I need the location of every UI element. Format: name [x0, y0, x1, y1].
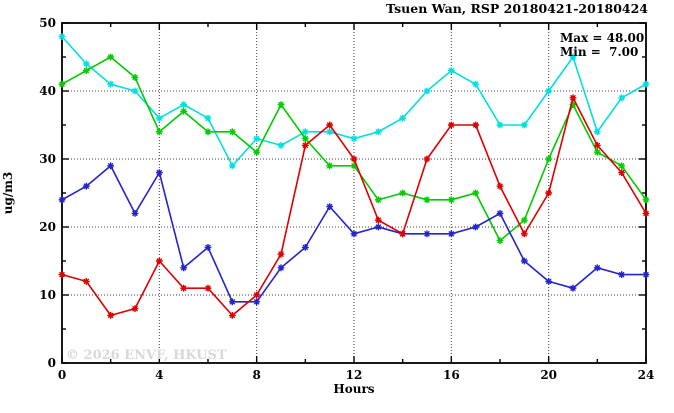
y-tick-label: 0	[48, 356, 56, 370]
x-tick-label: 24	[638, 368, 655, 382]
watermark: © 2026 ENVF, HKUST	[66, 348, 227, 363]
x-tick-label: 12	[346, 368, 363, 382]
y-tick-label: 50	[39, 16, 56, 30]
x-tick-label: 16	[443, 368, 460, 382]
min-annotation: Min = 7.00	[560, 45, 638, 59]
y-tick-label: 40	[39, 84, 56, 98]
cyan-series-markers	[58, 33, 650, 170]
green-series-line	[61, 56, 647, 242]
x-tick-label: 4	[155, 368, 163, 382]
x-tick-label: 20	[540, 368, 557, 382]
blue-series-markers	[58, 162, 650, 306]
max-annotation: Max = 48.00	[560, 31, 644, 45]
y-tick-label: 10	[39, 288, 56, 302]
x-tick-label: 8	[252, 368, 260, 382]
y-tick-label: 20	[39, 220, 56, 234]
red-series-markers	[58, 94, 650, 319]
chart-title: Tsuen Wan, RSP 20180421-20180424	[386, 1, 648, 16]
green-series-markers	[58, 53, 650, 244]
plot-area: 0 4 8 12 16 20 24 0 10 20 30 40 50	[39, 16, 654, 382]
y-axis-label: ug/m3	[1, 172, 15, 215]
y-tick-label: 30	[39, 152, 56, 166]
x-axis-label: Hours	[333, 382, 374, 396]
x-tick-label: 0	[58, 368, 66, 382]
